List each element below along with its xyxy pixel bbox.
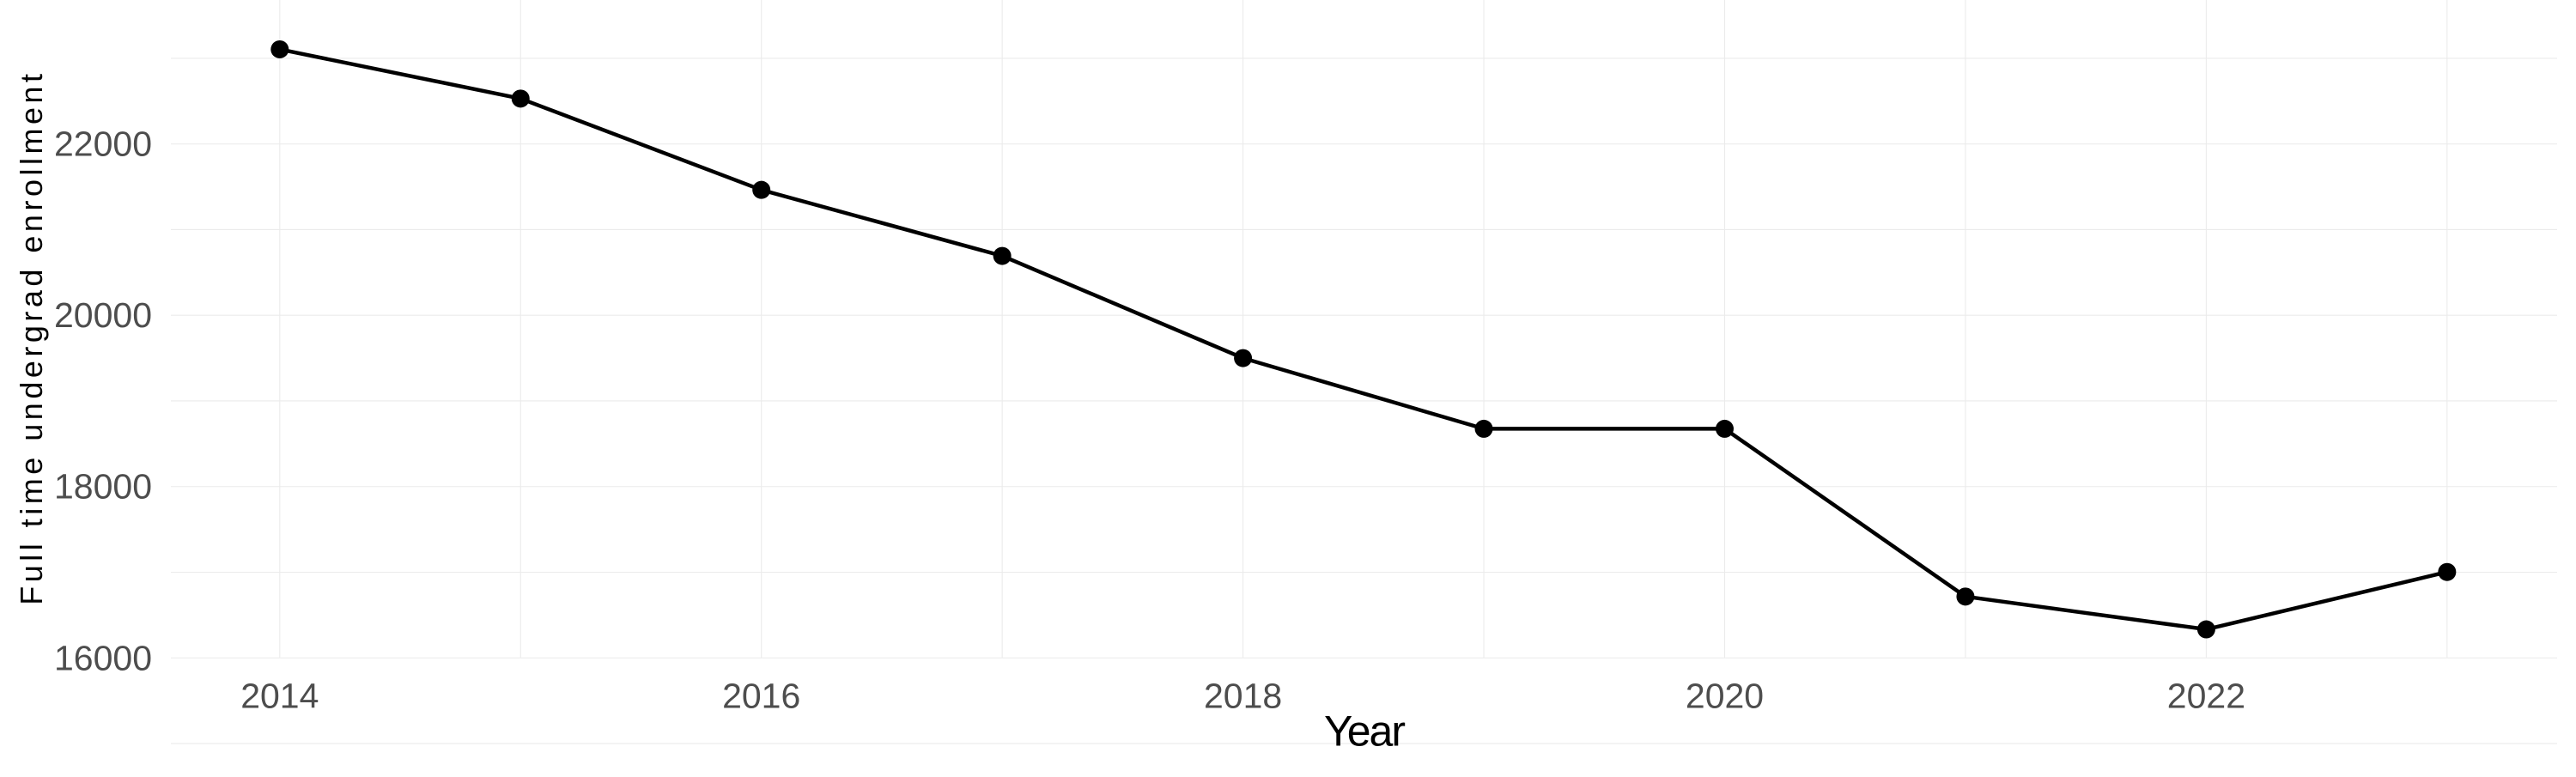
svg-text:2014: 2014 <box>240 676 319 715</box>
svg-text:2016: 2016 <box>722 676 800 715</box>
svg-text:22000: 22000 <box>54 124 152 164</box>
svg-text:Year: Year <box>1324 707 1405 755</box>
svg-text:2018: 2018 <box>1204 676 1282 715</box>
svg-text:18000: 18000 <box>54 467 152 507</box>
svg-text:20000: 20000 <box>54 295 152 335</box>
svg-text:Full time undergrad enrollment: Full time undergrad enrollment <box>14 70 49 605</box>
svg-text:16000: 16000 <box>54 638 152 677</box>
svg-text:2022: 2022 <box>2167 676 2245 715</box>
svg-text:2020: 2020 <box>1686 676 1764 715</box>
